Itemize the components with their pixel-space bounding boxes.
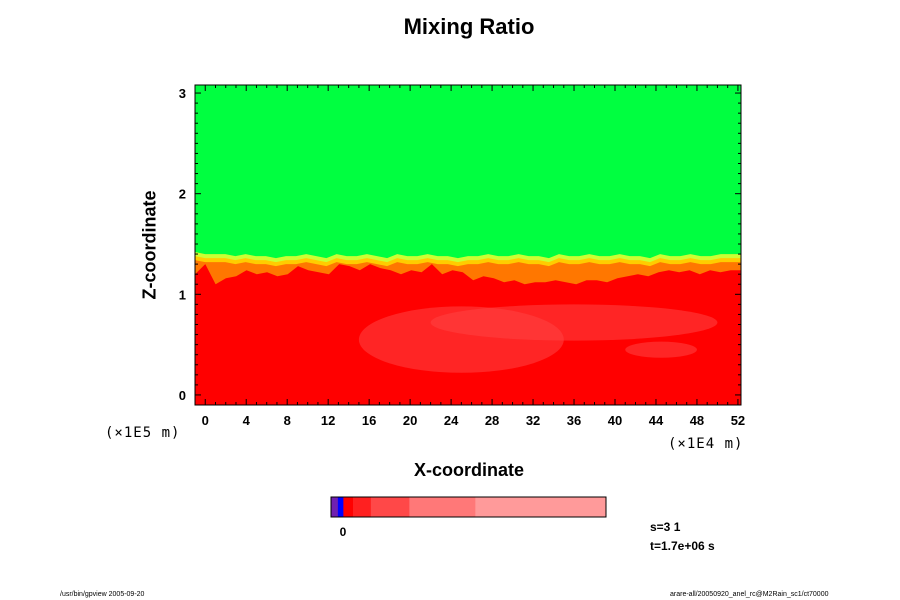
y-tick-label-0: 0 — [179, 388, 186, 403]
x-tick-label-28: 28 — [485, 413, 499, 428]
colorbar-segment-6 — [475, 497, 607, 517]
x-tick-label-4: 4 — [243, 413, 251, 428]
y-tick-label-1: 1 — [179, 287, 186, 302]
x-tick-label-0: 0 — [202, 413, 209, 428]
x-multiplier: (×1E4 m) — [668, 436, 744, 452]
step-label: s=3 1 — [650, 520, 681, 534]
colorbar-tick-label: 0 — [340, 525, 347, 539]
colorbar-frame — [330, 496, 607, 518]
colorbar-segment-2 — [343, 497, 354, 517]
x-tick-label-20: 20 — [403, 413, 417, 428]
heatmap-field — [195, 85, 741, 405]
x-tick-label-16: 16 — [362, 413, 376, 428]
x-tick-label-8: 8 — [284, 413, 291, 428]
x-tick-label-52: 52 — [731, 413, 745, 428]
x-tick-label-48: 48 — [690, 413, 704, 428]
y-tick-label-2: 2 — [179, 187, 186, 202]
footer-left: /usr/bin/gpview 2005-09-20 — [60, 591, 145, 598]
colorbar-segment-5 — [409, 497, 476, 517]
plume-patch-3 — [625, 341, 697, 358]
x-tick-label-44: 44 — [649, 413, 664, 428]
x-tick-label-32: 32 — [526, 413, 540, 428]
colorbar-segment-1 — [337, 497, 344, 517]
x-tick-label-40: 40 — [608, 413, 622, 428]
time-label: t=1.7e+06 s — [650, 539, 715, 553]
x-tick-label-24: 24 — [444, 413, 459, 428]
x-axis-label: X-coordinate — [413, 460, 524, 480]
footer-right: arare-all/20050920_anel_rc@M2Rain_sc1/ct… — [670, 591, 829, 598]
chart-title: Mixing Ratio — [403, 14, 535, 39]
colorbar: 0 — [330, 496, 607, 539]
plot-frame — [194, 84, 742, 406]
x-tick-label-12: 12 — [321, 413, 335, 428]
colorbar-segment-0 — [331, 497, 339, 517]
plume-patch-2 — [430, 304, 718, 341]
y-tick-label-3: 3 — [179, 86, 186, 101]
y-multiplier: (×1E5 m) — [105, 425, 181, 441]
colorbar-segment-4 — [370, 497, 410, 517]
x-tick-label-36: 36 — [567, 413, 581, 428]
colorbar-segment-3 — [353, 497, 372, 517]
